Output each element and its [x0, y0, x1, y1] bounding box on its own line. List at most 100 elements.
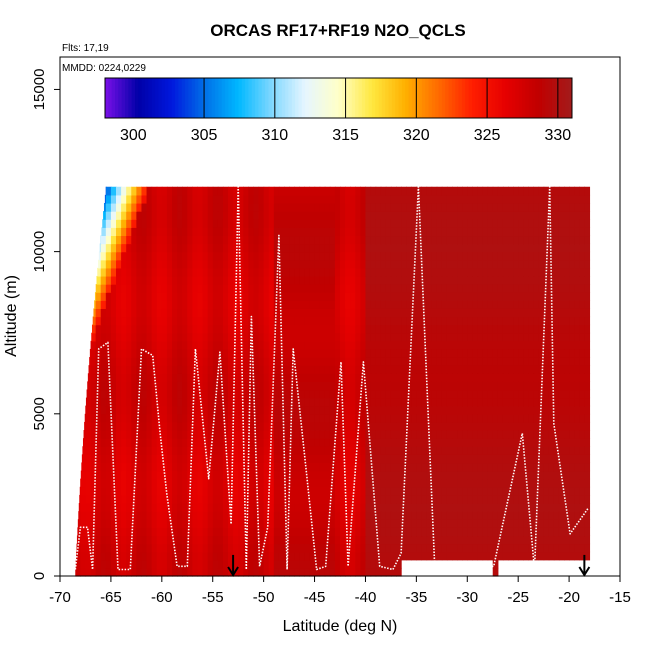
- field-cell: [467, 462, 473, 472]
- field-cell: [126, 348, 132, 358]
- field-cell: [248, 373, 255, 382]
- colorbar-segment: [228, 78, 233, 118]
- colorbar-segment: [138, 78, 143, 118]
- field-cell: [268, 511, 275, 520]
- field-cell: [375, 421, 382, 431]
- field-cell: [278, 421, 285, 431]
- field-cell: [197, 511, 204, 520]
- field-cell: [406, 292, 412, 301]
- field-cell: [533, 405, 540, 415]
- field-cell: [472, 389, 479, 399]
- field-cell: [329, 308, 336, 318]
- field-cell: [406, 275, 412, 285]
- field-cell: [151, 486, 158, 496]
- field-cell: [452, 519, 458, 528]
- field-cell: [426, 511, 433, 520]
- field-cell: [141, 251, 148, 261]
- field-cell: [452, 186, 458, 196]
- field-cell: [309, 519, 316, 528]
- field-cell: [340, 308, 346, 318]
- field-cell: [411, 430, 417, 439]
- field-cell: [156, 381, 163, 391]
- field-cell: [380, 202, 387, 212]
- field-cell: [564, 478, 570, 488]
- field-cell: [564, 251, 570, 261]
- field-cell: [334, 438, 341, 447]
- field-cell: [579, 511, 585, 520]
- field-cell: [126, 519, 132, 528]
- field-cell: [136, 202, 143, 212]
- field-cell: [462, 430, 468, 439]
- field-cell: [523, 275, 529, 285]
- field-cell: [355, 227, 361, 237]
- field-cell: [462, 511, 468, 520]
- field-cell: [238, 567, 244, 577]
- field-cell: [126, 430, 132, 439]
- field-cell: [360, 527, 367, 537]
- field-cell: [156, 194, 163, 204]
- field-cell: [187, 446, 193, 455]
- field-cell: [380, 462, 387, 472]
- field-cell: [345, 381, 351, 391]
- field-cell: [116, 527, 122, 537]
- field-cell: [217, 421, 224, 431]
- field-cell: [172, 340, 178, 350]
- field-cell: [350, 186, 356, 196]
- field-cell: [564, 365, 570, 374]
- field-cell: [105, 243, 112, 253]
- field-cell: [482, 551, 489, 561]
- field-cell: [146, 227, 153, 237]
- field-cell: [131, 478, 137, 488]
- field-cell: [390, 348, 397, 358]
- field-cell: [263, 543, 270, 553]
- field-cell: [406, 235, 412, 245]
- field-cell: [355, 486, 361, 496]
- colorbar-segment: [208, 78, 213, 118]
- field-cell: [467, 551, 473, 561]
- field-cell: [584, 340, 591, 350]
- field-cell: [385, 275, 392, 285]
- field-cell: [508, 357, 514, 366]
- field-cell: [294, 503, 300, 512]
- field-cell: [365, 324, 372, 334]
- field-cell: [177, 559, 183, 569]
- field-cell: [472, 365, 479, 374]
- field-cell: [452, 543, 458, 553]
- field-cell: [513, 348, 519, 358]
- field-cell: [192, 486, 199, 496]
- field-cell: [340, 267, 346, 277]
- field-cell: [238, 251, 244, 261]
- field-cell: [228, 340, 234, 350]
- field-cell: [548, 227, 555, 237]
- field-cell: [151, 405, 158, 415]
- field-cell: [513, 365, 519, 374]
- field-cell: [508, 365, 514, 374]
- field-cell: [416, 551, 423, 561]
- field-cell: [95, 559, 102, 569]
- field-cell: [334, 300, 341, 309]
- field-cell: [263, 381, 270, 391]
- field-cell: [329, 243, 336, 253]
- field-cell: [385, 421, 392, 431]
- field-cell: [528, 373, 535, 382]
- field-cell: [416, 478, 423, 488]
- field-cell: [263, 438, 270, 447]
- field-cell: [406, 446, 412, 455]
- colorbar-segment: [118, 78, 123, 118]
- field-cell: [268, 186, 275, 196]
- field-cell: [258, 551, 265, 561]
- field-cell: [482, 235, 489, 245]
- field-cell: [207, 438, 214, 447]
- field-cell: [131, 340, 137, 350]
- field-cell: [141, 202, 148, 212]
- field-cell: [553, 519, 560, 528]
- field-cell: [340, 405, 346, 415]
- field-cell: [146, 470, 153, 480]
- field-cell: [258, 292, 265, 301]
- field-cell: [467, 405, 473, 415]
- field-cell: [564, 527, 570, 537]
- field-cell: [166, 413, 173, 423]
- field-cell: [452, 421, 458, 431]
- field-cell: [574, 486, 580, 496]
- field-cell: [579, 430, 585, 439]
